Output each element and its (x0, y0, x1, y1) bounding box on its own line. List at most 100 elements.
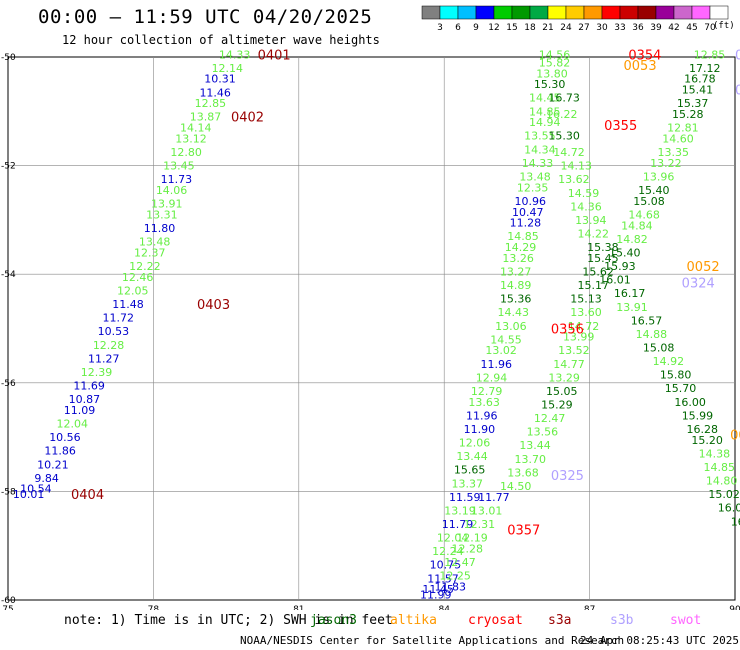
graticule (8, 57, 735, 600)
wave-height-value: 13.91 (151, 198, 183, 211)
wave-height-value: 11.96 (481, 358, 513, 371)
wave-height-value: 14.88 (636, 328, 668, 341)
wave-height-value: 11.69 (73, 380, 105, 393)
wave-height-value: 13.45 (163, 160, 195, 173)
wave-height-value: 15.40 (638, 184, 670, 197)
wave-height-value: 15.28 (672, 108, 704, 121)
wave-height-value: 10.56 (49, 431, 81, 444)
wave-height-value: 13.22 (650, 157, 682, 170)
wave-height-value: 12.25 (439, 570, 471, 583)
wave-height-value: 14.59 (568, 187, 600, 200)
wave-height-value: 14.60 (662, 132, 694, 145)
wave-height-value: 9.84 (34, 472, 59, 485)
y-tick-label: -52 (1, 162, 16, 172)
wave-height-value: 13.02 (485, 344, 517, 357)
legend-swot: swot (670, 613, 702, 628)
wave-height-value: 15.20 (691, 434, 723, 447)
colorbar-swatch (583, 5, 603, 20)
colorbar-swatch (529, 5, 549, 20)
colorbar-label: 12 (488, 23, 499, 33)
wave-height-value: 16 (731, 515, 740, 528)
wave-height-value: 15.38 (587, 241, 619, 254)
colorbar-swatch (493, 5, 513, 20)
wave-height-value: 11.99 (420, 589, 452, 602)
wave-height-value: 12.81 (667, 122, 699, 135)
wave-height-value: 13.94 (575, 214, 607, 227)
track-time-label: 0 (735, 48, 740, 63)
wave-height-value: 14.84 (621, 219, 653, 232)
wave-height-value: 12.05 (117, 284, 149, 297)
colorbar-unit: (ft) (713, 21, 735, 31)
x-tick-label: 81 (293, 605, 304, 610)
wave-height-value: 15.29 (541, 399, 573, 412)
wave-height-value: 11.77 (478, 491, 510, 504)
wave-height-value: 14.50 (500, 480, 532, 493)
track-time-label: 0356 (551, 323, 584, 338)
track-time-label: 0402 (231, 111, 264, 126)
wave-height-value: 15.08 (643, 342, 675, 355)
wave-height-value: 12.47 (444, 556, 476, 569)
wave-height-value: 13.37 (451, 477, 483, 490)
colorbar-label: 39 (650, 23, 662, 33)
wave-height-value: 11.72 (103, 312, 135, 325)
track-time-label: 0053 (624, 59, 657, 74)
wave-height-value: 11.83 (435, 580, 467, 593)
wave-height-value: 13.29 (548, 371, 580, 384)
x-tick-label: 78 (148, 605, 160, 610)
wave-height-value: 10.47 (512, 206, 544, 219)
track-time-label: 0324 (682, 276, 715, 291)
colorbar-label: 6 (455, 23, 461, 33)
wave-height-value: 11.48 (112, 298, 144, 311)
wave-height-value: 14.77 (553, 358, 585, 371)
wave-height-value: 13.80 (536, 67, 568, 80)
wave-height-value: 14.55 (490, 333, 522, 346)
wave-height-value: 13.68 (507, 466, 539, 479)
wave-height-value: 14.36 (570, 200, 602, 213)
wave-height-value: 11.27 (88, 352, 120, 365)
x-tick-label: 90 (729, 605, 740, 610)
wave-height-value: 16.28 (687, 423, 719, 436)
track-time-label: 0355 (604, 119, 637, 134)
wave-height-value: 12.79 (471, 385, 503, 398)
wave-height-value: 15.70 (665, 382, 697, 395)
track-time-label: 0325 (551, 469, 584, 484)
colorbar-label: 30 (596, 23, 608, 33)
wave-height-value: 15.65 (454, 464, 486, 477)
wave-height-value: 12.94 (476, 371, 508, 384)
colorbar-label: 42 (668, 23, 679, 33)
wave-height-value: 10.87 (69, 393, 101, 406)
wave-height-value: 10.53 (98, 325, 130, 338)
wave-height-value: 10.54 (20, 483, 52, 496)
colorbar-label: 33 (614, 23, 625, 33)
wave-height-value: 11.80 (144, 222, 176, 235)
wave-height-value: 14.34 (524, 143, 556, 156)
colorbar-swatch (601, 5, 621, 20)
wave-height-value: 10.31 (204, 73, 236, 86)
wave-height-value: 10.01 (13, 488, 45, 501)
wave-height-value: 12.35 (517, 181, 549, 194)
wave-height-value: 12.24 (432, 545, 464, 558)
wave-height-value: 13.48 (139, 236, 171, 249)
colorbar-swatch (547, 5, 567, 20)
wave-height-value: 12.14 (212, 62, 244, 75)
wave-height-value: 11.96 (466, 409, 498, 422)
x-tick-label: 87 (584, 605, 595, 610)
colorbar-swatch (637, 5, 657, 20)
wave-height-value: 15.08 (633, 195, 665, 208)
wave-height-value: 14.14 (180, 122, 212, 135)
wave-height-value: 13.31 (146, 208, 178, 221)
track-time-label: 0401 (258, 48, 291, 63)
footer-credit: NOAA/NESDIS Center for Satellite Applica… (240, 634, 625, 647)
wave-height-value: 12.37 (134, 246, 166, 259)
note-text: note: 1) Time is in UTC; 2) SWH is in fe… (64, 613, 393, 628)
wave-height-value: 11.79 (442, 518, 474, 531)
colorbar-swatch (655, 5, 675, 20)
y-tick-label: -56 (1, 379, 16, 389)
wave-height-value: 14.82 (616, 233, 648, 246)
wave-height-value: 16.01 (599, 274, 631, 287)
colorbar-swatch (673, 5, 693, 20)
wave-height-value: 14.85 (704, 461, 736, 474)
legend-cryosat: cryosat (468, 613, 523, 628)
wave-height-value: 14.38 (699, 447, 731, 460)
map-frame (7, 56, 736, 601)
